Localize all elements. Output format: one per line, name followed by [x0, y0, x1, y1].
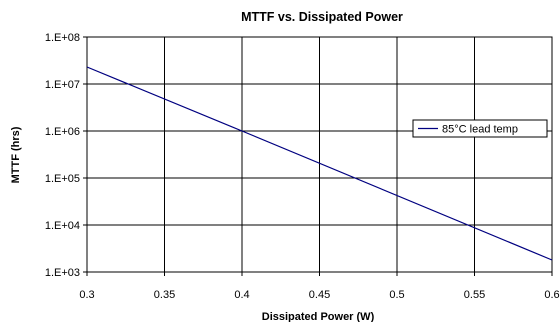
y-axis-label: MTTF (hrs) [10, 126, 22, 183]
x-tick-label: 0.45 [309, 289, 330, 301]
x-tick-label: 0.5 [389, 289, 404, 301]
x-tick-label: 0.3 [79, 289, 94, 301]
x-axis-label: Dissipated Power (W) [262, 311, 375, 322]
x-tick-label: 0.4 [234, 289, 249, 301]
x-tick-label: 0.35 [154, 289, 175, 301]
y-tick-label: 1.E+03 [45, 267, 80, 279]
y-tick-label: 1.E+04 [45, 220, 80, 232]
y-tick-label: 1.E+05 [45, 173, 80, 185]
y-tick-label: 1.E+06 [45, 126, 80, 138]
y-tick-label: 1.E+07 [45, 79, 80, 91]
x-tick-label: 0.6 [544, 289, 559, 301]
legend-box [412, 119, 548, 138]
x-axis-ticks: 0.3 0.35 0.4 0.45 0.5 0.55 0.6 [79, 272, 560, 301]
grid [87, 37, 552, 272]
legend: 85°C lead temp [412, 119, 548, 138]
x-tick-label: 0.55 [464, 289, 485, 301]
legend-label: 85°C lead temp [442, 124, 518, 136]
y-tick-label: 1.E+08 [45, 32, 80, 44]
y-axis-ticks: 1.E+03 1.E+04 1.E+05 1.E+06 1.E+07 1.E+08 [45, 32, 87, 279]
series-line [86, 66, 553, 261]
chart-title: MTTF vs. Dissipated Power [241, 10, 403, 24]
